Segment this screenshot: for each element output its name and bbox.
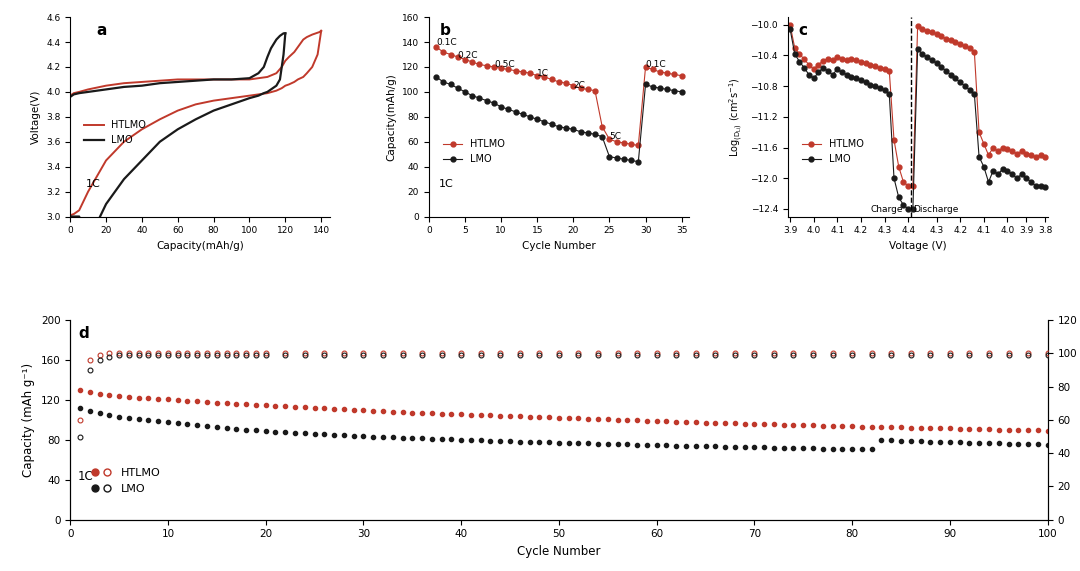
Legend: HTLMO, LMO: HTLMO, LMO bbox=[798, 135, 867, 168]
Text: c: c bbox=[798, 23, 807, 38]
Legend: HTLMO, LMO: HTLMO, LMO bbox=[80, 116, 150, 149]
Y-axis label: Voltage(V): Voltage(V) bbox=[30, 90, 41, 144]
Text: Charge: Charge bbox=[870, 205, 904, 214]
X-axis label: Cycle Number: Cycle Number bbox=[517, 545, 600, 558]
Text: 1C: 1C bbox=[78, 470, 94, 482]
X-axis label: Capacity(mAh/g): Capacity(mAh/g) bbox=[157, 241, 244, 251]
Y-axis label: Capacity(mAh/g): Capacity(mAh/g) bbox=[387, 73, 396, 160]
Text: Discharge: Discharge bbox=[913, 205, 958, 214]
Legend: HTLMO, LMO: HTLMO, LMO bbox=[438, 135, 509, 168]
Text: 1C: 1C bbox=[440, 179, 454, 188]
Y-axis label: $\mathrm{Log_{(D_{Li})}\ (cm^2s^{-1})}$: $\mathrm{Log_{(D_{Li})}\ (cm^2s^{-1})}$ bbox=[728, 77, 745, 157]
Text: b: b bbox=[440, 23, 450, 38]
X-axis label: Voltage (V): Voltage (V) bbox=[889, 241, 946, 251]
Text: a: a bbox=[96, 23, 107, 38]
Text: 0.1C: 0.1C bbox=[436, 38, 457, 47]
Text: 0.2C: 0.2C bbox=[458, 51, 478, 61]
Text: 1C: 1C bbox=[85, 179, 100, 188]
Legend: HTLMO, LMO: HTLMO, LMO bbox=[85, 464, 165, 498]
X-axis label: Cycle Number: Cycle Number bbox=[522, 241, 596, 251]
Text: 1C: 1C bbox=[537, 69, 550, 78]
Text: 0.5C: 0.5C bbox=[494, 60, 514, 69]
Text: 0.1C: 0.1C bbox=[646, 60, 666, 69]
Text: d: d bbox=[78, 326, 89, 341]
Text: 2C: 2C bbox=[573, 81, 585, 90]
Text: 5C: 5C bbox=[609, 132, 621, 141]
Y-axis label: Capacity (mAh g⁻¹): Capacity (mAh g⁻¹) bbox=[23, 363, 36, 477]
